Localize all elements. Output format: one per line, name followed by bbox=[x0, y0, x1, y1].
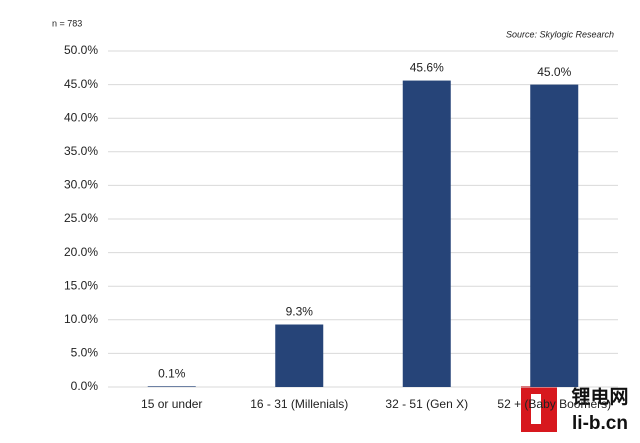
y-tick-label: 50.0% bbox=[64, 43, 98, 57]
x-tick-label: 32 - 51 (Gen X) bbox=[385, 397, 468, 411]
value-label: 9.3% bbox=[286, 305, 314, 319]
y-tick-label: 10.0% bbox=[64, 312, 98, 326]
watermark: li-b.cn bbox=[572, 413, 628, 434]
y-tick-label: 15.0% bbox=[64, 278, 98, 292]
bar bbox=[530, 84, 579, 387]
y-tick-label: 45.0% bbox=[64, 77, 98, 91]
source: Source: Skylogic Research bbox=[506, 29, 614, 39]
watermark: 锂电网 bbox=[571, 385, 628, 408]
y-tick-label: 35.0% bbox=[64, 144, 98, 158]
x-tick-label: 16 - 31 (Millenials) bbox=[250, 397, 348, 411]
value-label: 45.6% bbox=[410, 61, 444, 75]
x-tick-label: 15 or under bbox=[141, 397, 202, 411]
bar bbox=[147, 386, 196, 387]
bar bbox=[275, 324, 324, 387]
value-label: 45.0% bbox=[537, 65, 571, 79]
watermark-logo-inner bbox=[531, 394, 541, 424]
bar bbox=[402, 80, 451, 388]
sample-size: n = 783 bbox=[52, 18, 82, 28]
y-tick-label: 30.0% bbox=[64, 178, 98, 192]
y-tick-label: 25.0% bbox=[64, 211, 98, 225]
y-tick-label: 40.0% bbox=[64, 110, 98, 124]
x-tick-label: 52 + (Baby Boomers) bbox=[497, 397, 611, 411]
y-tick-label: 20.0% bbox=[64, 245, 98, 259]
y-tick-label: 0.0% bbox=[71, 379, 99, 393]
value-label: 0.1% bbox=[158, 366, 186, 380]
y-tick-label: 5.0% bbox=[71, 346, 99, 360]
